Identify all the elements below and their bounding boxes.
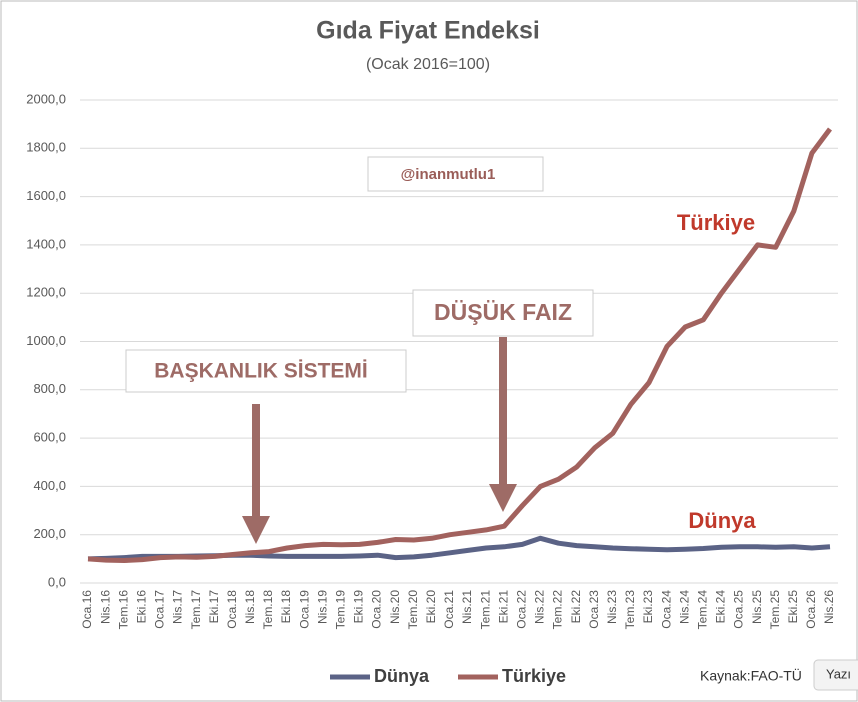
x-tick-label: Nis.19 [315, 590, 329, 624]
x-tick-label: Oca.22 [515, 590, 529, 629]
x-tick-label: Tem.22 [551, 590, 565, 630]
annotation: Dünya [688, 508, 756, 533]
x-tick-label: Oca.25 [732, 590, 746, 629]
y-tick-label: 1800,0 [26, 140, 66, 155]
y-tick-label: 1200,0 [26, 285, 66, 300]
x-tick-label: Tem.24 [695, 590, 709, 630]
x-tick-label: Eki.18 [279, 590, 293, 624]
line-series [87, 127, 832, 563]
legend-label: Türkiye [502, 666, 566, 686]
x-tick-label: Oca.18 [225, 590, 239, 629]
x-tick-label: Nis.22 [533, 590, 547, 624]
x-tick-label: Eki.24 [714, 590, 728, 624]
x-tick-label: Oca.23 [587, 590, 601, 629]
y-tick-label: 0,0 [48, 574, 66, 589]
x-tick-label: Eki.19 [352, 590, 366, 624]
x-tick-label: Nis.25 [750, 590, 764, 624]
x-tick-label: Oca.21 [442, 590, 456, 629]
x-tick-label: Nis.17 [171, 590, 185, 624]
x-tick-label: Eki.17 [207, 590, 221, 624]
x-tick-label: Tem.21 [478, 590, 492, 630]
x-tick-label: Eki.16 [134, 590, 148, 624]
annotation-box [412, 289, 594, 337]
x-tick-label: Tem.25 [768, 590, 782, 630]
button[interactable] [813, 659, 858, 691]
button-label[interactable]: Yazı [826, 666, 851, 681]
x-tick-label: Eki.22 [569, 590, 583, 624]
y-tick-label: 600,0 [33, 430, 66, 445]
annotation: @inanmutlu1 [401, 166, 496, 183]
y-tick-label: 400,0 [33, 478, 66, 493]
arrow-head [489, 484, 517, 512]
annotation: BAŞKANLIK SİSTEMİ [154, 360, 368, 383]
x-tick-label: Nis.23 [605, 590, 619, 624]
arrow-head [242, 516, 270, 544]
x-tick-label: Eki.20 [424, 590, 438, 624]
x-tick-label: Nis.24 [677, 590, 691, 624]
x-tick-label: Tem.19 [334, 590, 348, 630]
x-tick-label: Nis.26 [822, 590, 836, 624]
plot: 0,0 200,0 400,0 600,0 800,0 1000,0 1200,0 1400,… [26, 91, 838, 629]
source: Kaynak:FAO-TÜ [700, 667, 802, 684]
x-tick-label: Nis.18 [243, 590, 257, 624]
x-tick-label: Eki.21 [496, 590, 510, 624]
x-tick-label: Nis.20 [388, 590, 402, 624]
x-tick-label: Eki.23 [641, 590, 655, 624]
x-tick-label: Oca.16 [80, 590, 94, 629]
chart-title: Gıda Fiyat Endeksi [316, 17, 540, 45]
annotation: Türkiye [677, 210, 755, 235]
y-tick-label: 1400,0 [26, 236, 66, 251]
annotation-box [367, 156, 544, 192]
x-tick-label: Nis.21 [460, 590, 474, 624]
y-tick-label: 200,0 [33, 526, 66, 541]
x-tick-label: Oca.20 [370, 590, 384, 629]
y-tick-label: 2000,0 [26, 91, 66, 106]
chart-subtitle: (Ocak 2016=100) [366, 56, 490, 73]
x-tick-label: Tem.18 [261, 590, 275, 630]
x-tick-label: Oca.19 [297, 590, 311, 629]
legend-label: Dünya [374, 666, 430, 686]
x-tick-label: Oca.17 [153, 590, 167, 629]
annotation: DÜŞÜK FAIZ [434, 299, 572, 325]
x-tick-label: Oca.24 [659, 590, 673, 629]
y-tick-label: 1000,0 [26, 333, 66, 348]
x-tick-label: Tem.17 [189, 590, 203, 630]
x-tick-label: Eki.25 [786, 590, 800, 624]
x-tick-label: Oca.26 [804, 590, 818, 629]
y-tick-label: 1600,0 [26, 188, 66, 203]
x-tick-label: Nis.16 [98, 590, 112, 624]
y-tick-label: 800,0 [33, 381, 66, 396]
annotation-box [125, 349, 407, 393]
x-tick-label: Tem.20 [406, 590, 420, 630]
x-tick-label: Tem.23 [623, 590, 637, 630]
x-tick-label: Tem.16 [116, 590, 130, 630]
